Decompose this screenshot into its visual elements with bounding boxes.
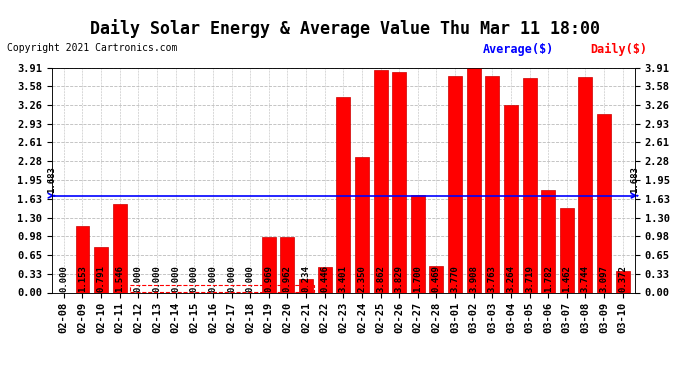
Bar	[392, 72, 406, 292]
Bar	[130, 285, 315, 292]
Text: 1.700: 1.700	[413, 265, 422, 292]
Text: 1.683: 1.683	[630, 166, 640, 194]
Text: 1.546: 1.546	[115, 265, 124, 292]
Text: 1.153: 1.153	[78, 265, 87, 292]
Text: Daily($): Daily($)	[590, 43, 647, 56]
Text: 3.744: 3.744	[581, 265, 590, 292]
Text: 3.719: 3.719	[525, 265, 534, 292]
Bar	[112, 204, 127, 292]
Bar	[355, 157, 369, 292]
Text: 0.000: 0.000	[134, 265, 143, 292]
Bar	[280, 237, 295, 292]
Bar	[560, 209, 574, 292]
Text: Copyright 2021 Cartronics.com: Copyright 2021 Cartronics.com	[7, 43, 177, 53]
Text: 0.000: 0.000	[171, 265, 180, 292]
Bar	[299, 279, 313, 292]
Bar	[578, 77, 593, 292]
Text: 0.000: 0.000	[152, 265, 161, 292]
Text: 0.962: 0.962	[283, 265, 292, 292]
Bar	[75, 226, 90, 292]
Text: 3.097: 3.097	[600, 265, 609, 292]
Text: 3.763: 3.763	[488, 265, 497, 292]
Text: 0.372: 0.372	[618, 265, 627, 292]
Text: 1.462: 1.462	[562, 265, 571, 292]
Text: 1.782: 1.782	[544, 265, 553, 292]
Bar	[485, 76, 500, 292]
Text: 0.000: 0.000	[59, 265, 68, 292]
Text: 1.683: 1.683	[47, 166, 57, 194]
Text: 0.969: 0.969	[264, 265, 273, 292]
Text: 3.908: 3.908	[469, 265, 478, 292]
Text: 0.446: 0.446	[320, 265, 329, 292]
Bar	[262, 237, 276, 292]
Bar	[448, 75, 462, 292]
Bar	[504, 105, 518, 292]
Text: 0.234: 0.234	[302, 265, 310, 292]
Text: Average($): Average($)	[483, 43, 554, 56]
Text: 3.829: 3.829	[395, 265, 404, 292]
Text: 0.000: 0.000	[190, 265, 199, 292]
Bar	[615, 271, 630, 292]
Bar	[597, 114, 611, 292]
Text: 3.862: 3.862	[376, 265, 385, 292]
Bar	[336, 97, 351, 292]
Text: 0.000: 0.000	[246, 265, 255, 292]
Text: 0.469: 0.469	[432, 265, 441, 292]
Text: 2.350: 2.350	[357, 265, 366, 292]
Text: 3.401: 3.401	[339, 265, 348, 292]
Text: 0.791: 0.791	[97, 265, 106, 292]
Bar	[466, 68, 481, 292]
Bar	[541, 190, 555, 292]
Bar	[317, 267, 332, 292]
Text: 0.000: 0.000	[208, 265, 217, 292]
Bar	[411, 195, 425, 292]
Bar	[429, 266, 444, 292]
Bar	[94, 247, 108, 292]
Text: Daily Solar Energy & Average Value Thu Mar 11 18:00: Daily Solar Energy & Average Value Thu M…	[90, 19, 600, 38]
Text: 3.264: 3.264	[506, 265, 515, 292]
Text: 3.770: 3.770	[451, 265, 460, 292]
Bar	[373, 70, 388, 292]
Bar	[522, 78, 537, 292]
Text: 0.000: 0.000	[227, 265, 236, 292]
